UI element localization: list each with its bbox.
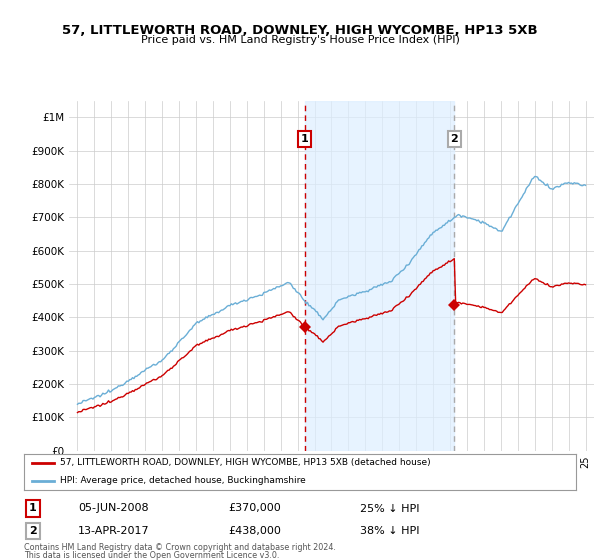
- Text: 38% ↓ HPI: 38% ↓ HPI: [360, 526, 419, 536]
- Text: 05-JUN-2008: 05-JUN-2008: [78, 503, 149, 514]
- Text: 2: 2: [451, 134, 458, 144]
- Text: Contains HM Land Registry data © Crown copyright and database right 2024.: Contains HM Land Registry data © Crown c…: [24, 543, 336, 552]
- Text: This data is licensed under the Open Government Licence v3.0.: This data is licensed under the Open Gov…: [24, 551, 280, 560]
- Text: 2: 2: [29, 526, 37, 536]
- Text: 1: 1: [29, 503, 37, 514]
- Text: Price paid vs. HM Land Registry's House Price Index (HPI): Price paid vs. HM Land Registry's House …: [140, 35, 460, 45]
- Text: £370,000: £370,000: [228, 503, 281, 514]
- Text: 1: 1: [301, 134, 308, 144]
- Text: 57, LITTLEWORTH ROAD, DOWNLEY, HIGH WYCOMBE, HP13 5XB: 57, LITTLEWORTH ROAD, DOWNLEY, HIGH WYCO…: [62, 24, 538, 38]
- Bar: [305, 101, 454, 451]
- Text: 57, LITTLEWORTH ROAD, DOWNLEY, HIGH WYCOMBE, HP13 5XB (detached house): 57, LITTLEWORTH ROAD, DOWNLEY, HIGH WYCO…: [60, 458, 431, 467]
- Text: 13-APR-2017: 13-APR-2017: [78, 526, 149, 536]
- Text: 25% ↓ HPI: 25% ↓ HPI: [360, 503, 419, 514]
- Text: £438,000: £438,000: [228, 526, 281, 536]
- Text: HPI: Average price, detached house, Buckinghamshire: HPI: Average price, detached house, Buck…: [60, 477, 305, 486]
